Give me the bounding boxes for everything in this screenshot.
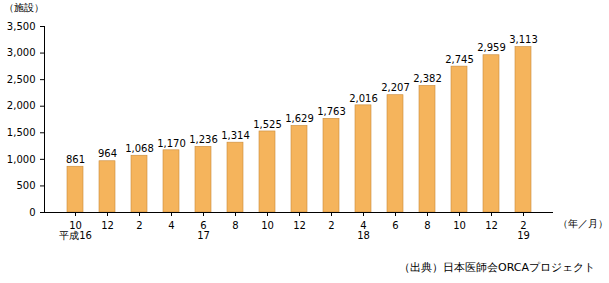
svg-text:8: 8 xyxy=(424,220,430,231)
svg-text:10: 10 xyxy=(453,220,466,231)
svg-text:12: 12 xyxy=(293,220,306,231)
svg-text:10平成16: 10平成16 xyxy=(59,220,92,241)
svg-text:2,382: 2,382 xyxy=(413,73,442,84)
svg-text:（施設）: （施設） xyxy=(4,2,44,13)
svg-text:4: 4 xyxy=(168,220,174,231)
html-text:（出典）日本医師会ORCAプロジェクト: （出典）日本医師会ORCAプロジェクト xyxy=(399,261,595,274)
svg-text:2: 2 xyxy=(136,220,142,231)
svg-text:8: 8 xyxy=(232,220,238,231)
svg-text:（年／月）: （年／月） xyxy=(558,218,608,229)
svg-text:3,500: 3,500 xyxy=(7,21,36,32)
svg-text:964: 964 xyxy=(98,148,117,159)
svg-text:0: 0 xyxy=(29,207,35,218)
svg-text:2,016: 2,016 xyxy=(349,93,378,104)
svg-text:12: 12 xyxy=(101,220,114,231)
svg-text:1,314: 1,314 xyxy=(221,130,250,141)
svg-text:500: 500 xyxy=(16,180,35,191)
svg-text:2,959: 2,959 xyxy=(477,42,506,53)
svg-text:1,236: 1,236 xyxy=(189,134,218,145)
svg-text:617: 617 xyxy=(197,220,210,241)
svg-text:219: 219 xyxy=(517,220,530,241)
svg-text:3,113: 3,113 xyxy=(509,34,538,45)
svg-text:1,629: 1,629 xyxy=(285,113,314,124)
svg-text:1,763: 1,763 xyxy=(317,106,346,117)
svg-text:12: 12 xyxy=(485,220,498,231)
svg-text:6: 6 xyxy=(392,220,398,231)
svg-text:2: 2 xyxy=(328,220,334,231)
svg-text:418: 418 xyxy=(357,220,370,241)
svg-text:2,745: 2,745 xyxy=(445,54,474,65)
svg-text:2,000: 2,000 xyxy=(7,100,36,111)
svg-text:3,000: 3,000 xyxy=(7,47,36,58)
svg-text:2,500: 2,500 xyxy=(7,74,36,85)
svg-text:1,500: 1,500 xyxy=(7,127,36,138)
svg-text:2,207: 2,207 xyxy=(381,82,410,93)
svg-text:10: 10 xyxy=(261,220,274,231)
svg-text:1,525: 1,525 xyxy=(253,119,282,130)
svg-text:861: 861 xyxy=(66,154,85,165)
svg-text:1,170: 1,170 xyxy=(157,138,186,149)
svg-text:1,000: 1,000 xyxy=(7,154,36,165)
svg-text:1,068: 1,068 xyxy=(125,143,154,154)
